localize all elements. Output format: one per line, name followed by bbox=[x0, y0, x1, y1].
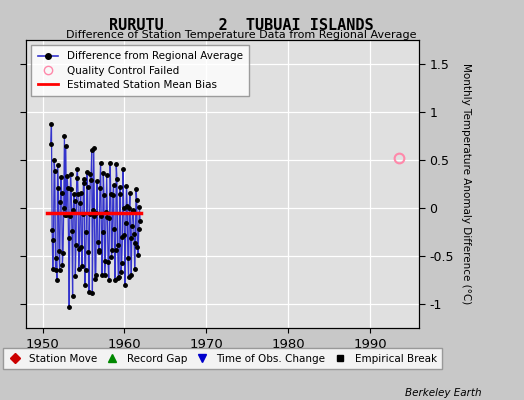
Y-axis label: Monthly Temperature Anomaly Difference (°C): Monthly Temperature Anomaly Difference (… bbox=[461, 63, 471, 305]
Text: Difference of Station Temperature Data from Regional Average: Difference of Station Temperature Data f… bbox=[66, 30, 416, 40]
Legend: Station Move, Record Gap, Time of Obs. Change, Empirical Break: Station Move, Record Gap, Time of Obs. C… bbox=[4, 348, 442, 369]
Text: Berkeley Earth: Berkeley Earth bbox=[406, 388, 482, 398]
Text: RURUTU      2  TUBUAI ISLANDS: RURUTU 2 TUBUAI ISLANDS bbox=[108, 18, 374, 33]
